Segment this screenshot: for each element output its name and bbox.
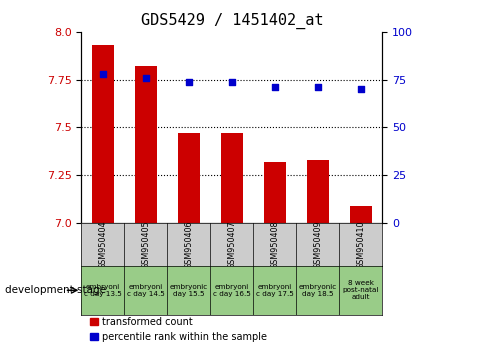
Legend: transformed count, percentile rank within the sample: transformed count, percentile rank withi…: [86, 313, 271, 346]
Point: [314, 85, 322, 90]
Text: GSM950405: GSM950405: [141, 220, 150, 269]
Bar: [135, 66, 156, 223]
Point: [357, 86, 365, 92]
Bar: [178, 133, 200, 223]
Text: development stage: development stage: [5, 285, 106, 295]
Text: 8 week
post-natal
adult: 8 week post-natal adult: [343, 280, 379, 300]
Point: [185, 79, 193, 84]
Text: embryonic
day 15.5: embryonic day 15.5: [170, 284, 208, 297]
Bar: [264, 162, 286, 223]
Text: GSM950406: GSM950406: [185, 220, 193, 269]
Text: GSM950407: GSM950407: [228, 220, 236, 269]
Text: embryoni
c day 13.5: embryoni c day 13.5: [84, 284, 122, 297]
Bar: [307, 160, 328, 223]
Text: GDS5429 / 1451402_at: GDS5429 / 1451402_at: [141, 12, 323, 29]
Bar: [92, 45, 114, 223]
Text: embryoni
c day 14.5: embryoni c day 14.5: [127, 284, 165, 297]
Text: GSM950408: GSM950408: [271, 220, 279, 269]
Point: [99, 71, 107, 77]
Text: GSM950410: GSM950410: [357, 220, 365, 269]
Bar: [350, 206, 371, 223]
Bar: [221, 133, 242, 223]
Text: GSM950409: GSM950409: [314, 220, 322, 269]
Text: embryonic
day 18.5: embryonic day 18.5: [299, 284, 337, 297]
Point: [271, 85, 279, 90]
Point: [228, 79, 236, 84]
Text: embryoni
c day 17.5: embryoni c day 17.5: [256, 284, 294, 297]
Text: GSM950404: GSM950404: [98, 220, 107, 269]
Text: embryoni
c day 16.5: embryoni c day 16.5: [213, 284, 251, 297]
Point: [142, 75, 150, 81]
